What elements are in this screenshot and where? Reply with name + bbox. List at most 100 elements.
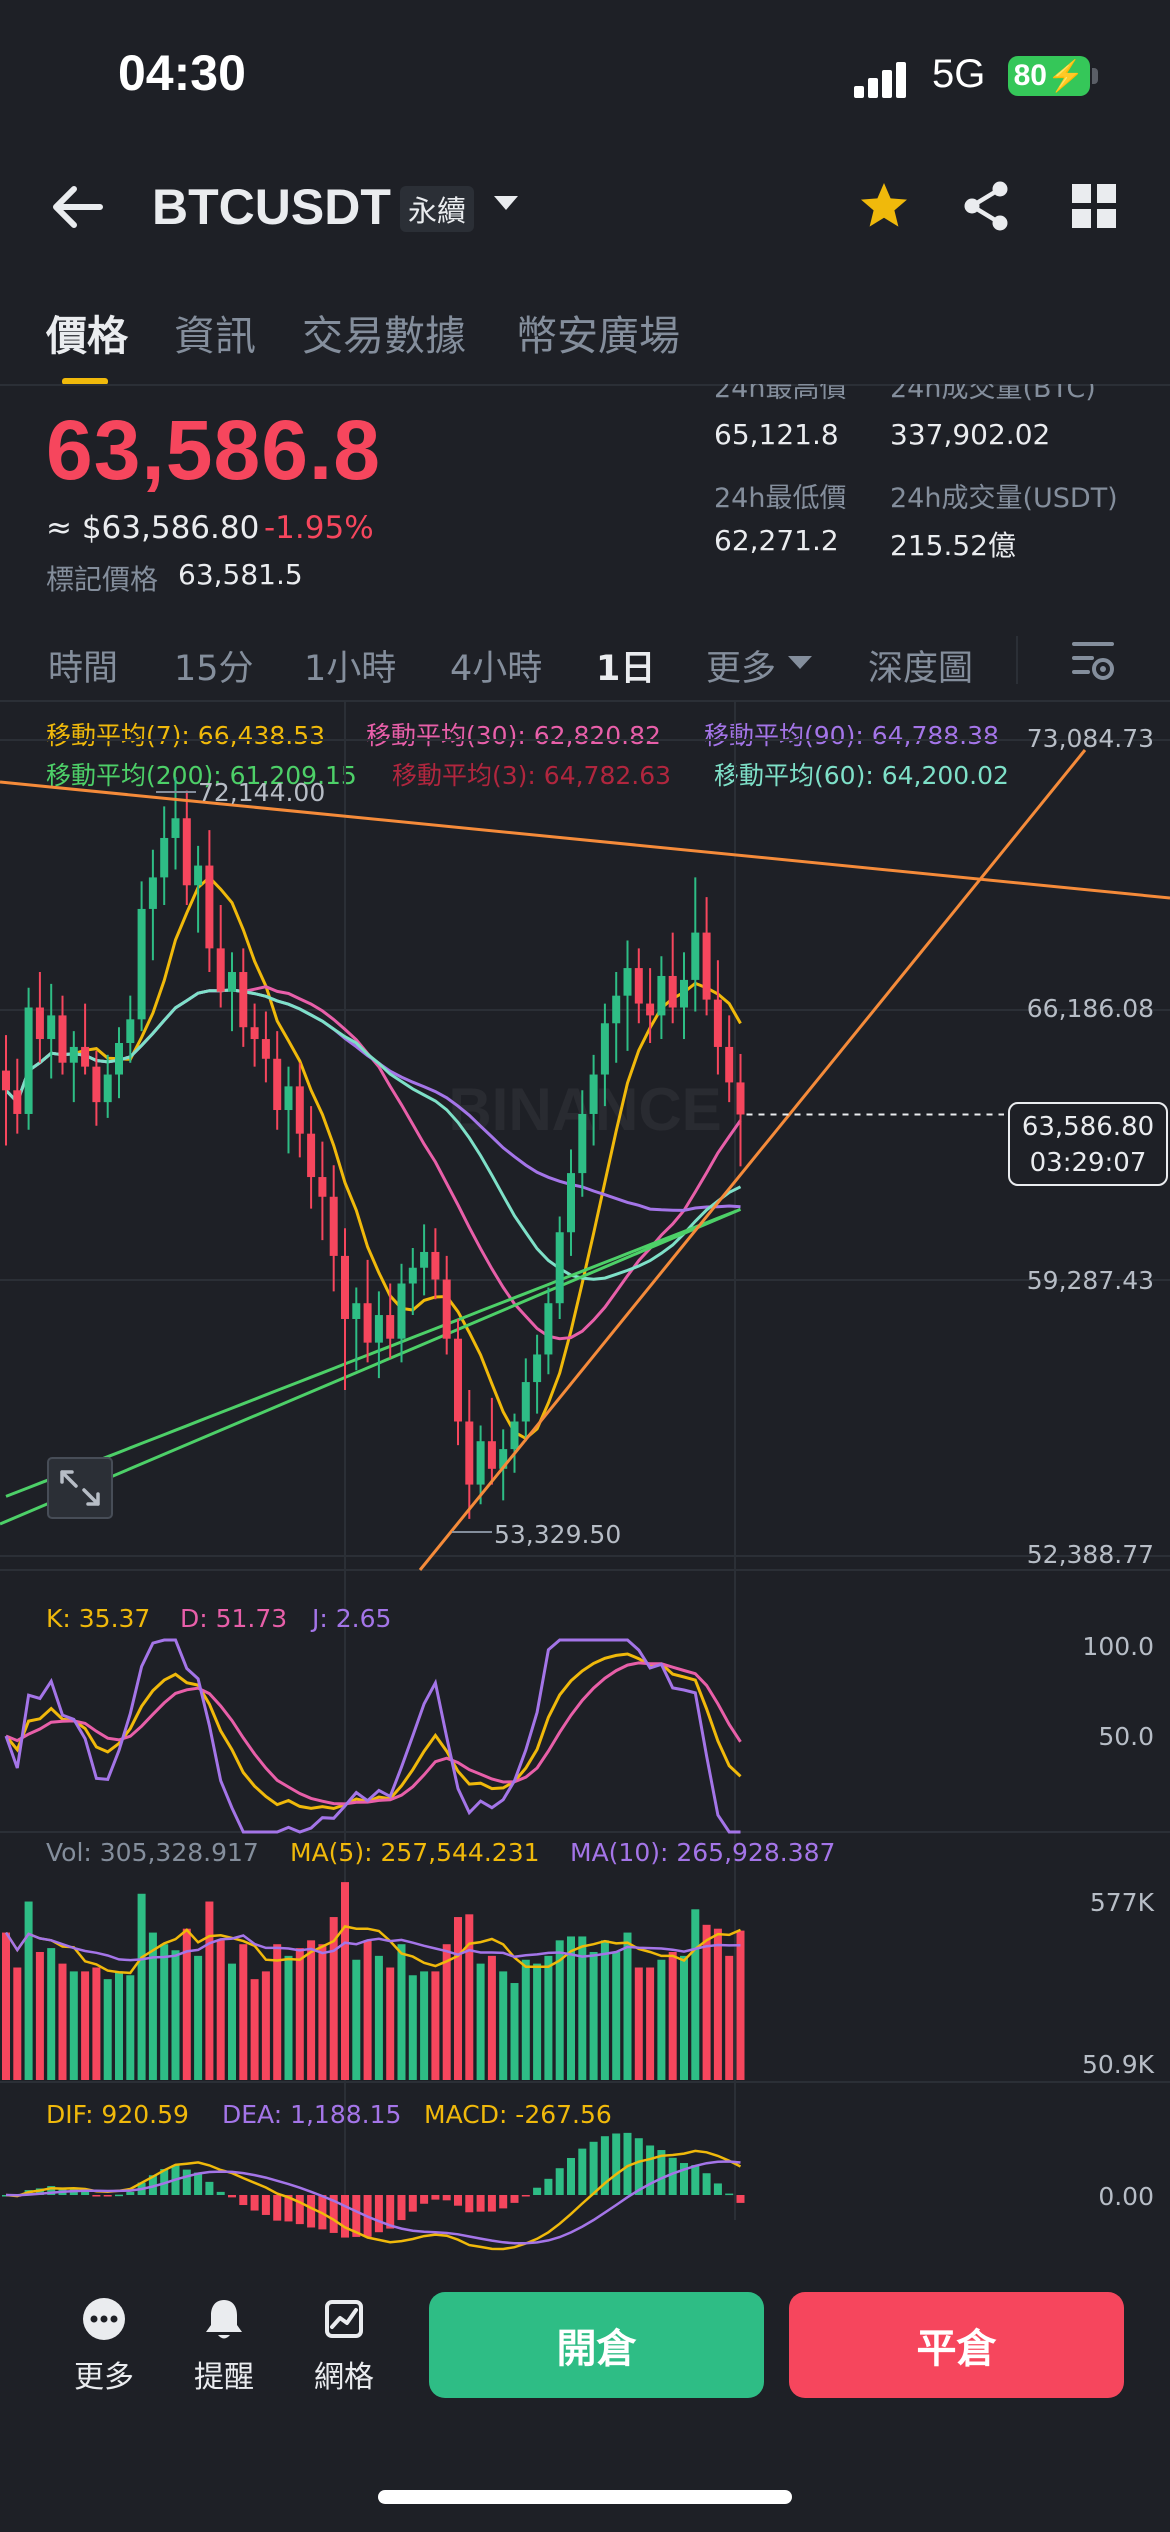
interval-1h[interactable]: 1小時	[304, 649, 397, 689]
volume-ma10: MA(10): 265,928.387	[570, 1838, 836, 1867]
candle-body	[499, 1449, 508, 1469]
macd-histogram-bar	[454, 2195, 462, 2206]
candle-body	[363, 1303, 372, 1343]
volume-bar	[680, 1955, 688, 2080]
macd-dea: DEA: 1,188.15	[222, 2100, 402, 2129]
macd-dif-line	[5, 2149, 742, 2251]
interval-divider	[0, 700, 1170, 702]
symbol-title[interactable]: BTCUSDT	[152, 179, 391, 235]
depth-chart-tab[interactable]: 深度圖	[868, 649, 974, 689]
interval-1d[interactable]: 1日	[596, 649, 656, 689]
candle-body	[465, 1421, 474, 1485]
candle-body	[307, 1133, 316, 1178]
24h-high-label: 24h最高價	[714, 384, 847, 404]
volume-bar	[250, 1979, 259, 2080]
macd-histogram-bar	[126, 2191, 135, 2195]
interval-15m[interactable]: 15分	[174, 649, 254, 689]
volume-bar	[668, 1951, 677, 2080]
macd-histogram-bar	[702, 2173, 711, 2195]
tab-price[interactable]: 價格	[46, 312, 128, 360]
macd-histogram-bar	[397, 2195, 406, 2221]
grid-trading-button[interactable]: 網格	[294, 2296, 394, 2396]
candle-body	[58, 1015, 67, 1063]
macd-histogram-bar	[261, 2195, 270, 2215]
kdj-axis-label: 50.0	[1098, 1722, 1154, 1751]
macd-histogram-bar	[239, 2195, 248, 2206]
candle-body	[386, 1315, 395, 1339]
macd-histogram-bar	[307, 2195, 316, 2228]
chart-settings-icon[interactable]	[1070, 638, 1116, 682]
macd-histogram-bar	[148, 2175, 157, 2195]
more-button[interactable]: 更多	[54, 2296, 154, 2396]
kdj-j-line	[4, 1638, 741, 1834]
volume-bar	[273, 1944, 282, 2080]
volume-bar	[35, 1951, 44, 2080]
more-label: 更多	[74, 2360, 134, 2395]
volume-bar	[58, 1963, 67, 2080]
macd-histogram-bar	[216, 2191, 225, 2195]
interval-4h[interactable]: 4小時	[450, 649, 543, 689]
close-position-button[interactable]: 平倉	[789, 2292, 1124, 2398]
share-icon[interactable]	[962, 180, 1012, 232]
candle-body	[442, 1279, 451, 1339]
macd-histogram-bar	[725, 2193, 734, 2196]
candle-body	[487, 1441, 496, 1469]
tab-info[interactable]: 資訊	[174, 312, 256, 360]
macd-histogram-bar	[386, 2195, 395, 2229]
ma30-line	[4, 985, 742, 1341]
candle-body	[578, 1113, 587, 1174]
interval-time[interactable]: 時間	[48, 649, 119, 689]
alert-button[interactable]: 提醒	[174, 2296, 274, 2396]
volume-bar	[205, 1901, 214, 2080]
24h-volume-usdt-value: 215.52億	[890, 529, 1016, 562]
contract-type-badge[interactable]: 永續	[400, 186, 475, 232]
volume-bar	[454, 1917, 462, 2080]
volume-bar	[544, 1955, 553, 2080]
candle-body	[261, 1039, 270, 1059]
back-arrow-icon[interactable]	[48, 182, 108, 232]
tab-square[interactable]: 幣安廣場	[516, 312, 680, 360]
fullscreen-expand-icon[interactable]	[46, 1456, 114, 1520]
macd-histogram-bar	[555, 2168, 564, 2195]
kdj-d-value: D: 51.73	[180, 1604, 288, 1633]
volume-bar	[713, 1928, 722, 2080]
interval-more[interactable]: 更多	[706, 649, 777, 689]
tab-trading-data[interactable]: 交易數據	[302, 312, 466, 360]
open-position-button[interactable]: 開倉	[429, 2292, 764, 2398]
macd-histogram-bar	[646, 2145, 655, 2195]
candle-body	[13, 1090, 22, 1114]
volume-bar	[261, 1971, 270, 2080]
grid-layout-icon[interactable]	[1072, 184, 1116, 228]
support-trendline	[418, 749, 1087, 1571]
candle-body	[702, 932, 711, 1000]
home-indicator	[378, 2490, 792, 2504]
volume-bar	[533, 1963, 542, 2080]
candle-body	[612, 995, 621, 1024]
star-favorite-icon[interactable]	[858, 180, 910, 232]
24h-low-label: 24h最低價	[714, 483, 847, 514]
volume-bar	[329, 1917, 338, 2080]
volume-bar	[465, 1914, 474, 2080]
chevron-down-icon[interactable]	[788, 656, 812, 669]
volume-bar	[24, 1901, 33, 2080]
candle-body	[397, 1283, 406, 1339]
volume-axis-label: 50.9K	[1081, 2050, 1154, 2079]
candle-body	[567, 1173, 575, 1233]
volume-bar	[228, 1963, 236, 2080]
chevron-down-icon[interactable]	[494, 196, 518, 210]
kdj-k-value: K: 35.37	[46, 1604, 151, 1633]
ma200-legend: 移動平均(200): 61,209.15	[46, 761, 357, 790]
macd-histogram-bar	[499, 2195, 508, 2209]
volume-bar	[307, 1940, 316, 2080]
volume-bar	[239, 1944, 248, 2080]
macd-dea-line	[5, 2160, 741, 2245]
macd-histogram-bar	[374, 2195, 383, 2233]
candle-body	[533, 1354, 542, 1383]
current-price-tag[interactable]: 63,586.80 03:29:07	[1008, 1102, 1168, 1186]
high-annotation: 72,144.00	[198, 778, 326, 807]
volume-bar	[194, 1955, 203, 2080]
macd-histogram-bar	[476, 2195, 485, 2212]
volume-bar	[386, 1967, 395, 2080]
kline-chart[interactable]: BINANCE	[0, 700, 1170, 2260]
volume-bar	[295, 1948, 304, 2080]
